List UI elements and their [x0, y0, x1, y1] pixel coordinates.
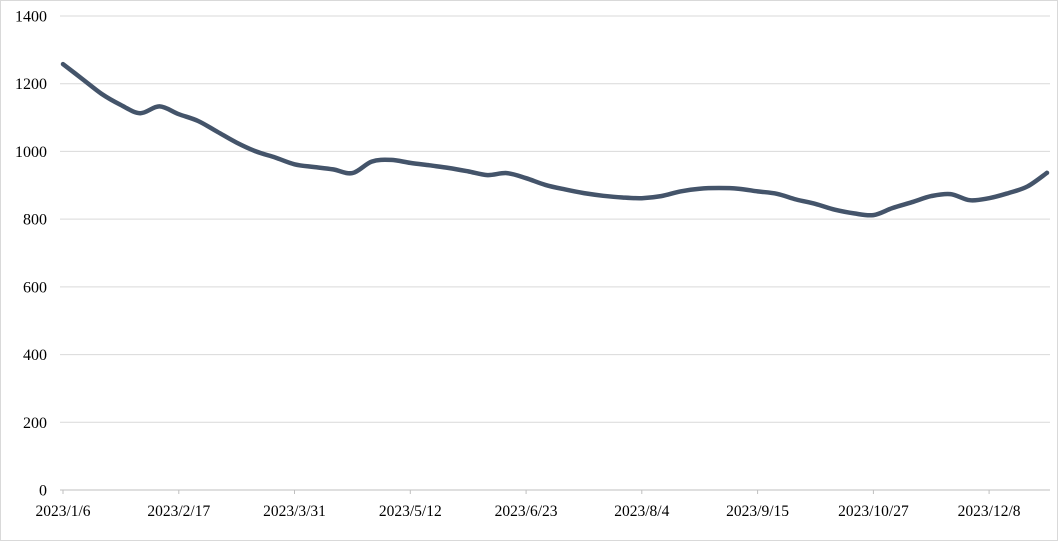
y-axis-labels: 0 200 400 600 800 1000 1200 1400 — [15, 9, 47, 500]
x-axis-label: 2023/5/12 — [379, 503, 442, 520]
y-axis-label: 800 — [23, 212, 47, 229]
series-line — [60, 61, 1050, 218]
x-axis-labels: 2023/1/6 2023/2/17 2023/3/31 2023/5/12 2023/… — [35, 503, 1020, 520]
y-axis-label: 200 — [23, 415, 47, 432]
x-axis-label: 2023/1/6 — [35, 503, 90, 520]
x-axis-label: 2023/6/23 — [495, 503, 558, 520]
y-axis-label: 1400 — [15, 9, 47, 26]
y-axis-label: 0 — [39, 483, 47, 500]
gridlines — [60, 15, 1050, 423]
x-axis-label: 2023/10/27 — [838, 503, 909, 520]
y-axis-label: 1200 — [15, 76, 47, 93]
x-axis-label: 2023/2/17 — [147, 503, 210, 520]
x-axis — [60, 489, 1050, 494]
x-axis-label: 2023/3/31 — [263, 503, 326, 520]
x-axis-label: 2023/8/4 — [614, 503, 669, 520]
y-axis-label: 400 — [23, 347, 47, 364]
y-axis-label: 1000 — [15, 144, 47, 161]
x-axis-label: 2023/9/15 — [726, 503, 789, 520]
x-axis-label: 2023/12/8 — [958, 503, 1021, 520]
y-axis-label: 600 — [23, 279, 47, 296]
